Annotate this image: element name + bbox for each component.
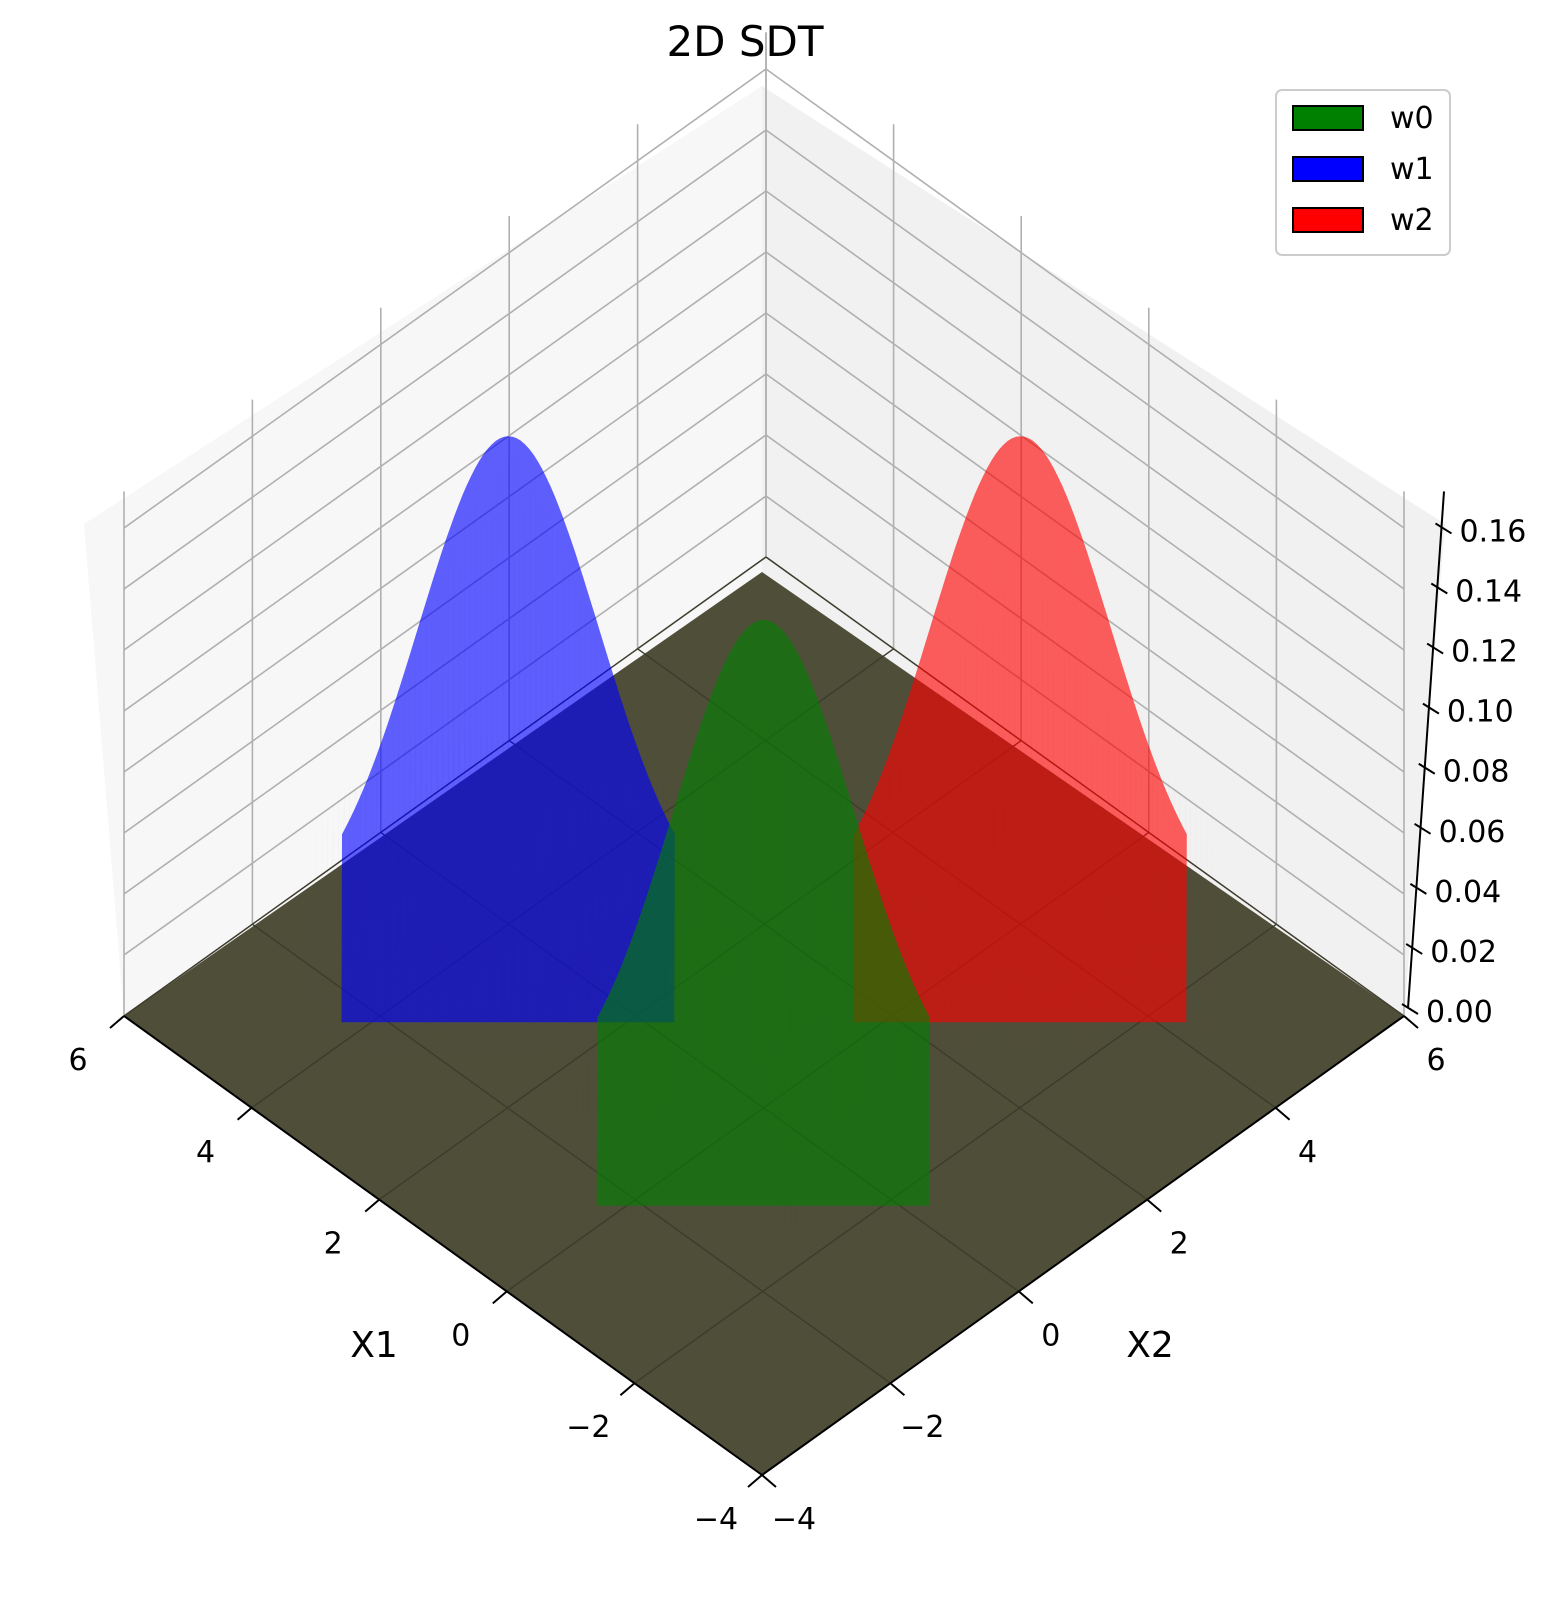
x1-tick-label: −2 xyxy=(566,1410,610,1445)
x2-tick xyxy=(761,1474,777,1488)
x1-tick-label: 4 xyxy=(196,1135,215,1170)
legend-label-w2: w2 xyxy=(1390,203,1434,238)
z-tick xyxy=(1401,1003,1419,1015)
surface-w1 xyxy=(315,431,701,1072)
z-tick-label: 0.02 xyxy=(1430,935,1497,970)
x2-tick-label: 6 xyxy=(1426,1043,1445,1078)
legend-swatch-w0 xyxy=(1292,105,1364,131)
grid-line-h-right xyxy=(765,68,1405,529)
x1-tick-label: 2 xyxy=(324,1227,343,1262)
z-tick xyxy=(1426,642,1444,655)
legend-label-w1: w1 xyxy=(1390,152,1434,187)
grid-line-h-right xyxy=(765,312,1405,773)
x2-tick-label: −4 xyxy=(772,1502,816,1537)
legend-swatch-w2 xyxy=(1292,207,1364,233)
x1-tick xyxy=(619,1382,636,1396)
legend: w0 w1 w2 xyxy=(1275,89,1451,256)
x2-axis-label: X2 xyxy=(1126,1325,1174,1366)
x1-tick-label: −4 xyxy=(694,1502,738,1537)
x2-tick-label: 2 xyxy=(1170,1227,1189,1262)
x2-tick-label: 4 xyxy=(1298,1135,1317,1170)
z-tick xyxy=(1418,762,1436,775)
gaussian-surfaces xyxy=(315,431,1213,1255)
legend-label-w0: w0 xyxy=(1390,101,1434,136)
z-tick xyxy=(1434,522,1453,535)
x1-tick-label: 6 xyxy=(68,1043,87,1078)
z-tick xyxy=(1405,943,1423,955)
x1-tick xyxy=(236,1107,253,1121)
z-tick-label: 0.06 xyxy=(1439,815,1506,850)
grid-line-h-left xyxy=(123,68,767,529)
chart-title: 2D SDT xyxy=(666,17,823,66)
x2-tick xyxy=(1274,1107,1291,1121)
x2-axis-line xyxy=(761,1015,1405,1476)
grid-line-h-right xyxy=(765,251,1405,712)
axes: −4 −2 0 2 4 6 −4 −2 0 2 4 6 0.00 0.02 0.04 0.06 0.08 0.10… xyxy=(68,491,1526,1537)
x2-tick-label: −2 xyxy=(900,1410,944,1445)
z-tick-label: 0.10 xyxy=(1447,695,1514,730)
x2-tick xyxy=(1018,1290,1034,1305)
x2-tick xyxy=(1403,1015,1419,1029)
legend-swatch-w1 xyxy=(1292,156,1364,182)
z-tick-label: 0.12 xyxy=(1451,635,1518,670)
z-tick xyxy=(1414,822,1432,835)
x2-tick-label: 0 xyxy=(1041,1318,1060,1353)
surface-w0 xyxy=(571,615,957,1255)
z-tick-label: 0.16 xyxy=(1460,514,1527,549)
z-tick-label: 0.00 xyxy=(1426,995,1493,1030)
x2-tick xyxy=(889,1382,906,1396)
z-tick xyxy=(1409,883,1427,895)
x1-axis-label: X1 xyxy=(350,1325,398,1366)
grid-line-h-left xyxy=(123,129,767,590)
x1-tick-label: 0 xyxy=(451,1318,470,1353)
z-tick xyxy=(1422,702,1440,715)
z-tick xyxy=(1430,582,1448,595)
z-tick-label: 0.08 xyxy=(1443,755,1510,790)
x1-tick xyxy=(747,1474,763,1488)
grid-line-h-left xyxy=(123,190,767,651)
back-right-pane xyxy=(762,86,1445,1016)
x1-tick xyxy=(492,1290,508,1305)
back-left-pane xyxy=(84,86,762,1016)
z-tick-label: 0.14 xyxy=(1455,575,1522,610)
grid-line-h-right xyxy=(765,129,1405,590)
z-axis-line xyxy=(1407,491,1445,1009)
z-tick-label: 0.04 xyxy=(1434,875,1501,910)
grid-line-h-right xyxy=(765,190,1405,651)
x1-axis-line xyxy=(123,1015,763,1476)
x1-tick xyxy=(109,1015,125,1029)
grid-line-h-left xyxy=(123,251,767,712)
x1-tick xyxy=(364,1198,380,1213)
x2-tick xyxy=(1146,1198,1162,1213)
